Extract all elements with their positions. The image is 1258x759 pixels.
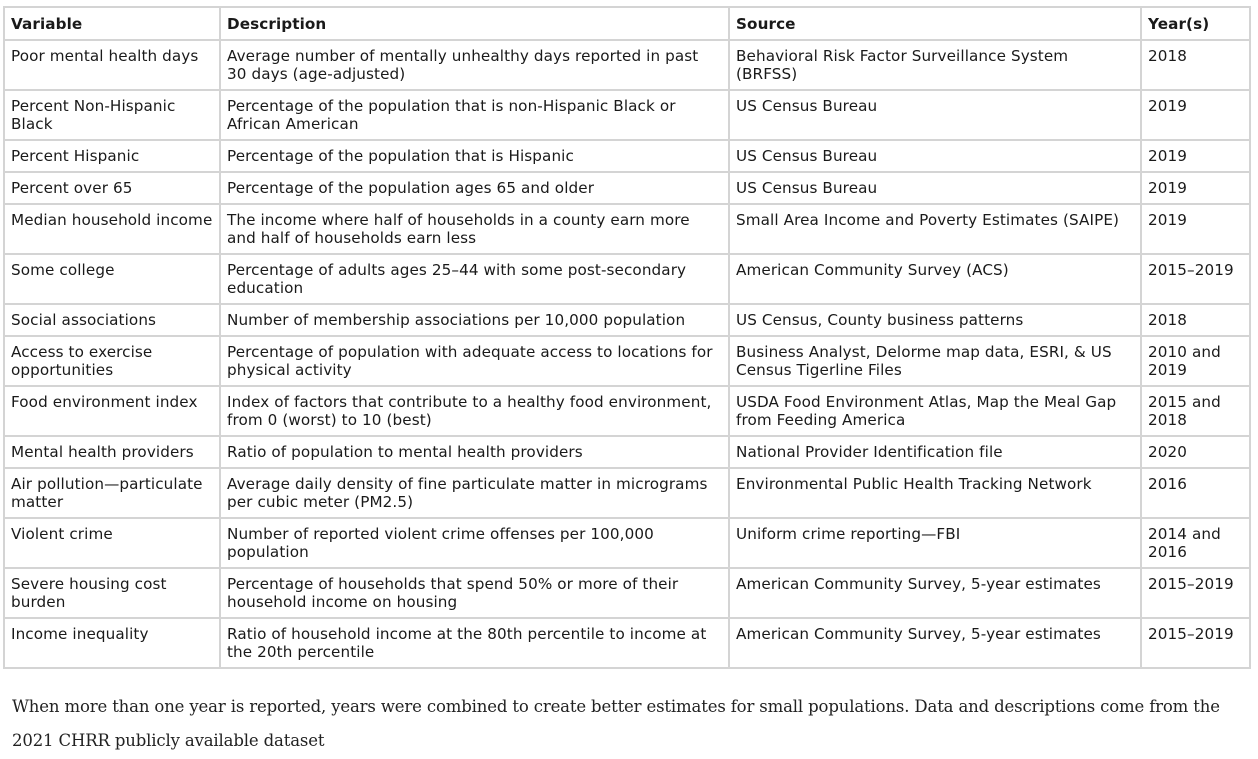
cell-description: Percentage of households that spend 50% … — [219, 567, 730, 619]
cell-variable: Median household income — [3, 203, 221, 255]
table-row: Social associations Number of membership… — [3, 303, 1251, 337]
cell-years: 2015–2019 — [1140, 567, 1251, 619]
cell-variable: Air pollution—particulate matter — [3, 467, 221, 519]
cell-variable: Violent crime — [3, 517, 221, 569]
cell-years: 2015 and 2018 — [1140, 385, 1251, 437]
cell-years: 2019 — [1140, 139, 1251, 173]
cell-description: Percentage of the population that is His… — [219, 139, 730, 173]
header-description: Description — [219, 6, 730, 41]
cell-source: American Community Survey (ACS) — [728, 253, 1142, 305]
cell-variable: Food environment index — [3, 385, 221, 437]
table-row: Access to exercise opportunities Percent… — [3, 335, 1251, 387]
cell-source: Uniform crime reporting—FBI — [728, 517, 1142, 569]
cell-years: 2020 — [1140, 435, 1251, 469]
header-source: Source — [728, 6, 1142, 41]
table-header-row: Variable Description Source Year(s) — [3, 6, 1251, 41]
cell-variable: Poor mental health days — [3, 39, 221, 91]
cell-years: 2018 — [1140, 39, 1251, 91]
cell-variable: Percent Non-Hispanic Black — [3, 89, 221, 141]
cell-source: Environmental Public Health Tracking Net… — [728, 467, 1142, 519]
cell-source: US Census, County business patterns — [728, 303, 1142, 337]
cell-years: 2018 — [1140, 303, 1251, 337]
cell-description: Number of membership associations per 10… — [219, 303, 730, 337]
cell-years: 2015–2019 — [1140, 253, 1251, 305]
variables-table: Variable Description Source Year(s) Poor… — [3, 6, 1251, 669]
cell-source: US Census Bureau — [728, 89, 1142, 141]
cell-source: Small Area Income and Poverty Estimates … — [728, 203, 1142, 255]
table-row: Percent over 65 Percentage of the popula… — [3, 171, 1251, 205]
cell-years: 2019 — [1140, 89, 1251, 141]
cell-variable: Some college — [3, 253, 221, 305]
header-variable: Variable — [3, 6, 221, 41]
cell-variable: Mental health providers — [3, 435, 221, 469]
header-years: Year(s) — [1140, 6, 1251, 41]
cell-description: Average daily density of fine particulat… — [219, 467, 730, 519]
cell-description: Average number of mentally unhealthy day… — [219, 39, 730, 91]
cell-years: 2016 — [1140, 467, 1251, 519]
cell-source: National Provider Identification file — [728, 435, 1142, 469]
table-row: Food environment index Index of factors … — [3, 385, 1251, 437]
cell-years: 2010 and 2019 — [1140, 335, 1251, 387]
cell-description: The income where half of households in a… — [219, 203, 730, 255]
cell-source: American Community Survey, 5-year estima… — [728, 617, 1142, 669]
cell-source: Business Analyst, Delorme map data, ESRI… — [728, 335, 1142, 387]
table-row: Income inequality Ratio of household inc… — [3, 617, 1251, 669]
table-row: Violent crime Number of reported violent… — [3, 517, 1251, 569]
cell-variable: Social associations — [3, 303, 221, 337]
cell-source: US Census Bureau — [728, 139, 1142, 173]
table-row: Severe housing cost burden Percentage of… — [3, 567, 1251, 619]
cell-variable: Percent over 65 — [3, 171, 221, 205]
table-row: Percent Non-Hispanic Black Percentage of… — [3, 89, 1251, 141]
cell-variable: Income inequality — [3, 617, 221, 669]
table-footnote: When more than one year is reported, yea… — [12, 697, 1220, 750]
cell-description: Percentage of the population ages 65 and… — [219, 171, 730, 205]
cell-years: 2014 and 2016 — [1140, 517, 1251, 569]
cell-variable: Access to exercise opportunities — [3, 335, 221, 387]
cell-description: Number of reported violent crime offense… — [219, 517, 730, 569]
cell-description: Ratio of population to mental health pro… — [219, 435, 730, 469]
cell-source: Behavioral Risk Factor Surveillance Syst… — [728, 39, 1142, 91]
cell-source: US Census Bureau — [728, 171, 1142, 205]
cell-years: 2015–2019 — [1140, 617, 1251, 669]
variables-table-container: Variable Description Source Year(s) Poor… — [3, 6, 1251, 669]
table-row: Air pollution—particulate matter Average… — [3, 467, 1251, 519]
table-row: Poor mental health days Average number o… — [3, 39, 1251, 91]
table-row: Some college Percentage of adults ages 2… — [3, 253, 1251, 305]
cell-source: American Community Survey, 5-year estima… — [728, 567, 1142, 619]
cell-years: 2019 — [1140, 203, 1251, 255]
cell-description: Ratio of household income at the 80th pe… — [219, 617, 730, 669]
cell-description: Index of factors that contribute to a he… — [219, 385, 730, 437]
cell-variable: Severe housing cost burden — [3, 567, 221, 619]
cell-variable: Percent Hispanic — [3, 139, 221, 173]
table-row: Percent Hispanic Percentage of the popul… — [3, 139, 1251, 173]
cell-source: USDA Food Environment Atlas, Map the Mea… — [728, 385, 1142, 437]
table-row: Median household income The income where… — [3, 203, 1251, 255]
table-row: Mental health providers Ratio of populat… — [3, 435, 1251, 469]
cell-years: 2019 — [1140, 171, 1251, 205]
cell-description: Percentage of the population that is non… — [219, 89, 730, 141]
cell-description: Percentage of adults ages 25–44 with som… — [219, 253, 730, 305]
cell-description: Percentage of population with adequate a… — [219, 335, 730, 387]
